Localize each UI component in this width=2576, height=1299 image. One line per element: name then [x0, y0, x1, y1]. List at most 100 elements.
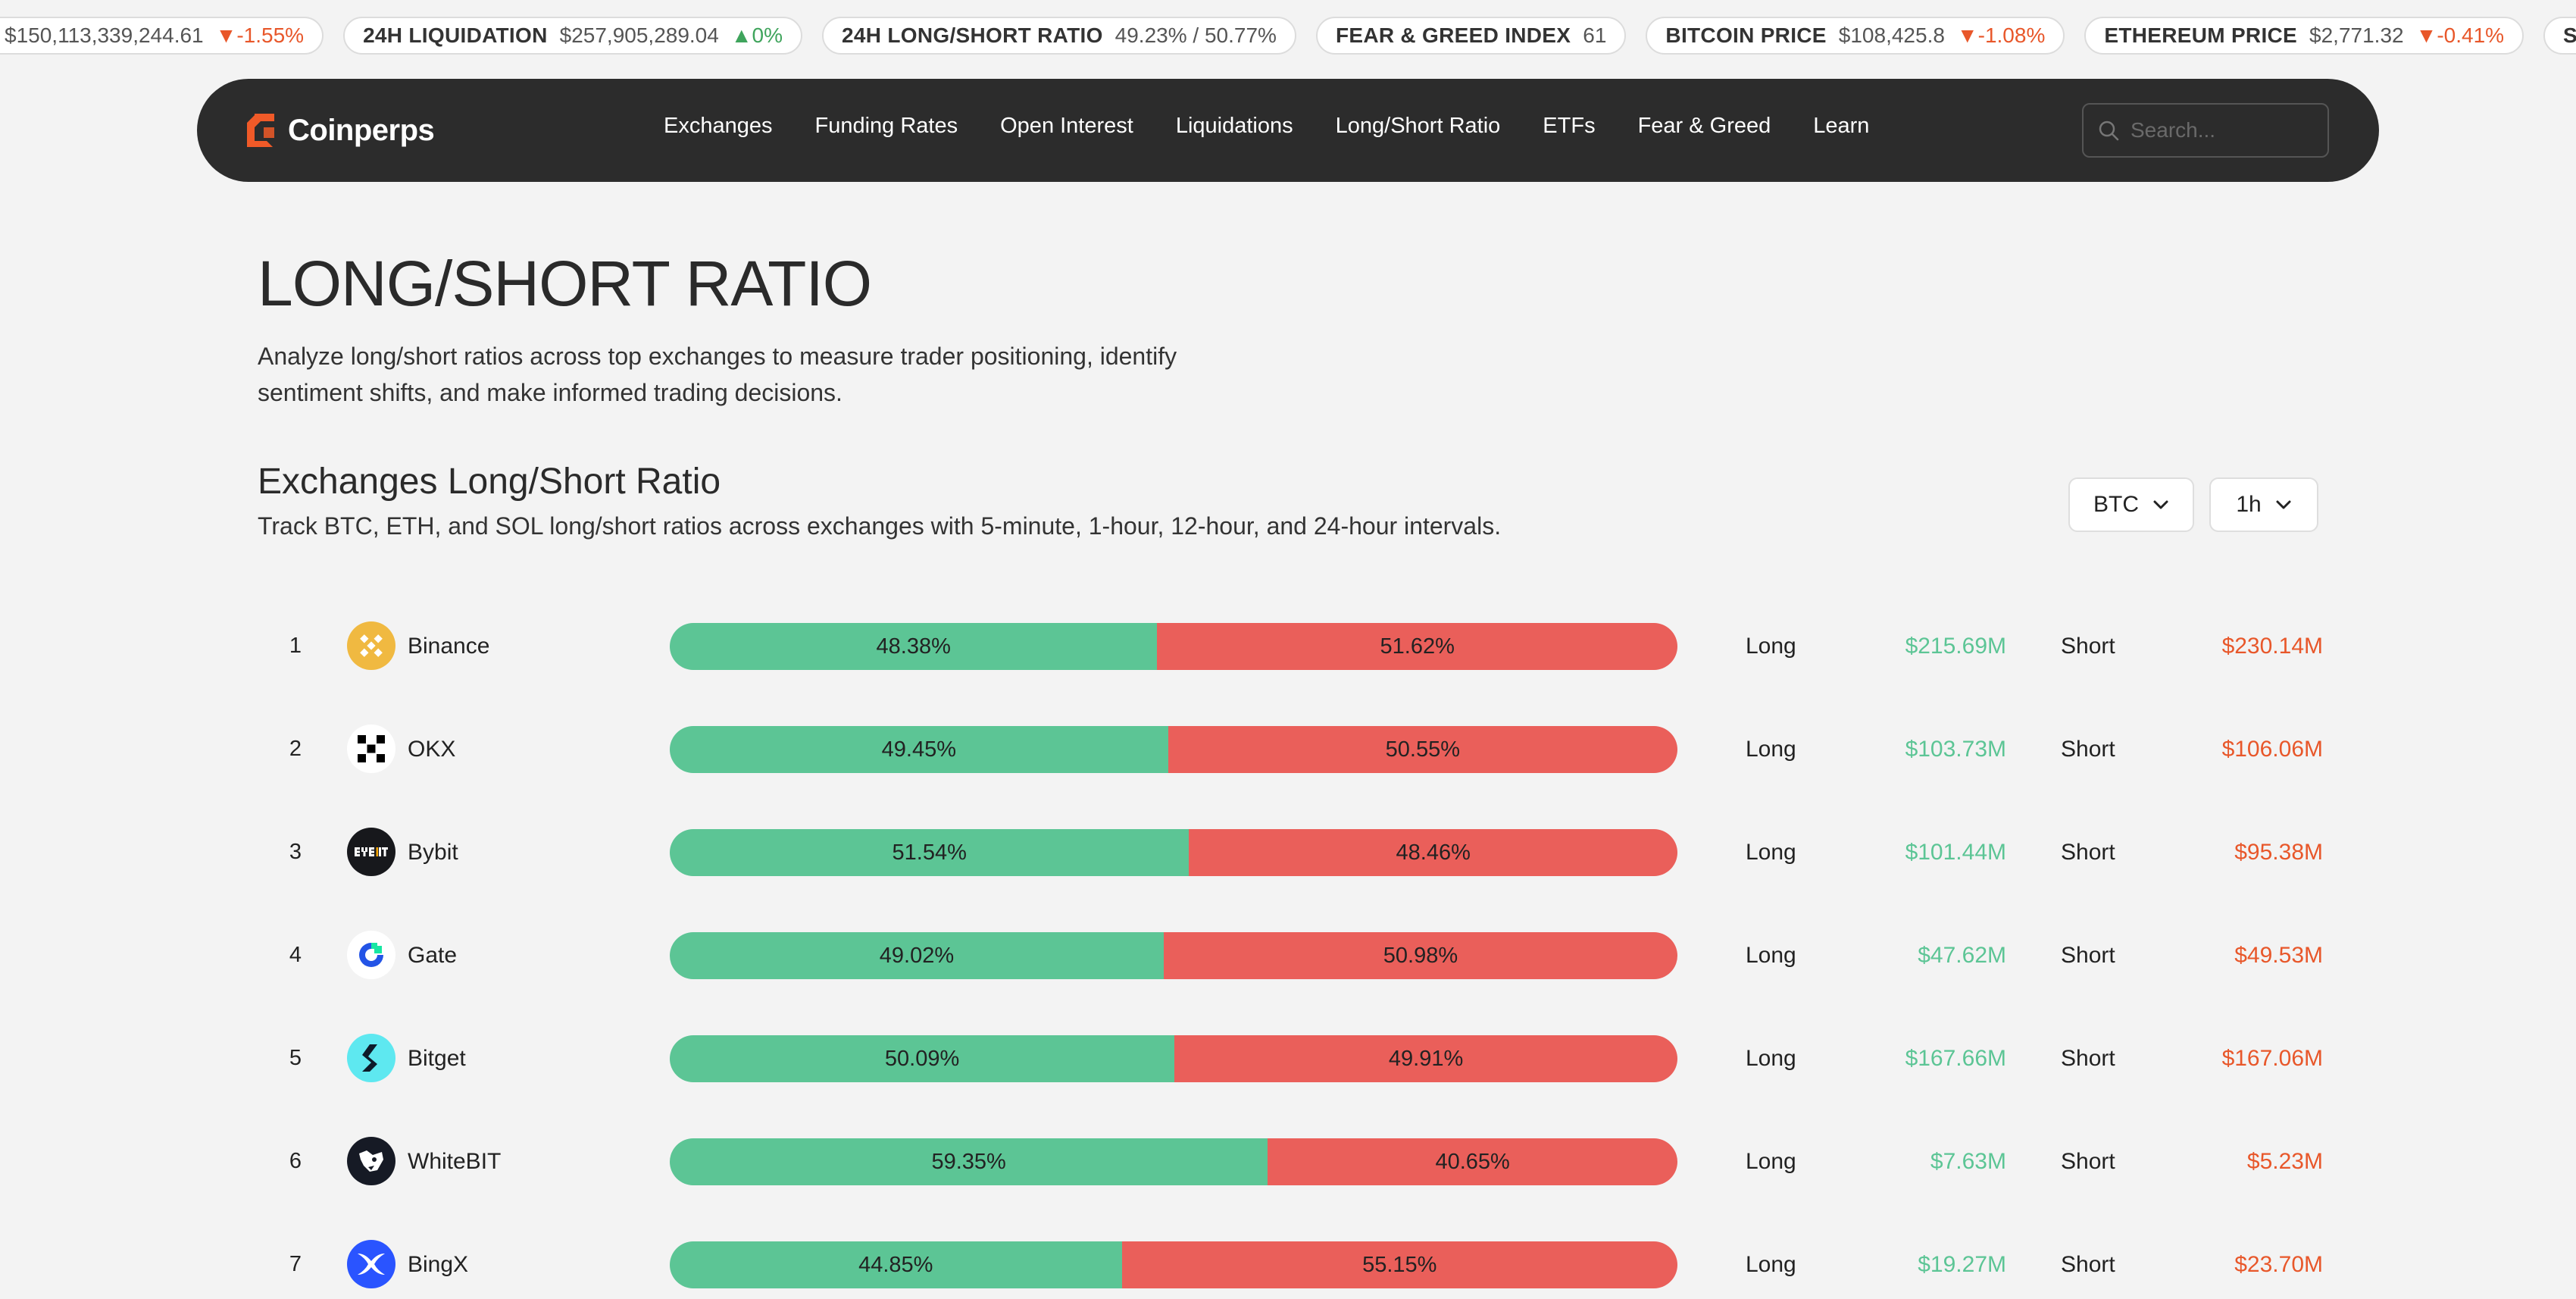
- short-value: $23.70M: [2234, 1252, 2323, 1277]
- short-value: $167.06M: [2221, 1046, 2323, 1071]
- exchange-name[interactable]: BingX: [408, 1252, 469, 1277]
- short-label: Short: [2061, 1252, 2115, 1277]
- long-segment: 51.54%: [670, 829, 1190, 876]
- ticker-change: ▲0%: [730, 23, 783, 47]
- ratio-bar: 59.35% 40.65%: [670, 1138, 1677, 1185]
- interval-select[interactable]: 1h: [2209, 477, 2318, 532]
- short-label: Short: [2061, 840, 2115, 865]
- section-title: Exchanges Long/Short Ratio: [258, 462, 721, 502]
- short-segment: 40.65%: [1268, 1138, 1677, 1185]
- short-value: $5.23M: [2246, 1149, 2323, 1174]
- ticker-value: $2,771.32: [2309, 23, 2404, 47]
- ticker-value: $108,425.8: [1838, 23, 1945, 47]
- ticker-label: ETHEREUM PRICE: [2104, 23, 2298, 47]
- table-row[interactable]: 3 Bybit 51.54% 48.46% Long $101.44M Shor…: [258, 817, 2323, 920]
- table-row[interactable]: 2 OKX 49.45% 50.55% Long $103.73M Short …: [258, 714, 2323, 817]
- rank: 5: [289, 1046, 302, 1070]
- short-label: Short: [2061, 737, 2115, 762]
- page-description: Analyze long/short ratios across top exc…: [258, 343, 1177, 406]
- ticker-value: $150,113,339,244.61: [5, 23, 204, 47]
- ticker-label: 24H LIQUIDATION: [363, 23, 548, 47]
- ticker-item-market-cap[interactable]: $150,113,339,244.61 ▼-1.55%: [0, 17, 324, 55]
- long-value: $215.69M: [1905, 634, 2006, 659]
- exchange-name[interactable]: Binance: [408, 634, 490, 659]
- table-row[interactable]: 6 WhiteBIT 59.35% 40.65% Long $7.63M Sho…: [258, 1126, 2323, 1229]
- long-value: $47.62M: [1918, 943, 2006, 968]
- short-label: Short: [2061, 634, 2115, 659]
- nav-link-fear-greed[interactable]: Fear & Greed: [1637, 114, 1771, 138]
- short-value: $95.38M: [2234, 840, 2323, 865]
- coin-select-value: BTC: [2093, 492, 2139, 517]
- short-segment: 51.62%: [1157, 623, 1677, 670]
- brand-logo[interactable]: Coinperps: [244, 111, 435, 150]
- exchange-name[interactable]: OKX: [408, 737, 456, 762]
- ticker-item-solana[interactable]: SOLANA PRI: [2543, 17, 2576, 55]
- page-title: LONG/SHORT RATIO: [258, 248, 872, 319]
- rank: 6: [289, 1149, 302, 1173]
- ticker-label: 24H LONG/SHORT RATIO: [842, 23, 1103, 47]
- nav-link-exchanges[interactable]: Exchanges: [664, 114, 773, 138]
- ticker-item-bitcoin[interactable]: BITCOIN PRICE $108,425.8 ▼-1.08%: [1646, 17, 2065, 55]
- table-row[interactable]: 1 Binance 48.38% 51.62% Long $215.69M Sh…: [258, 611, 2323, 714]
- short-segment: 49.91%: [1174, 1035, 1677, 1082]
- nav-link-long-short-ratio[interactable]: Long/Short Ratio: [1335, 114, 1501, 138]
- ratio-bar: 48.38% 51.62%: [670, 623, 1677, 670]
- interval-select-value: 1h: [2236, 492, 2262, 517]
- long-segment: 48.38%: [670, 623, 1158, 670]
- nav-link-open-interest[interactable]: Open Interest: [1000, 114, 1133, 138]
- nav-link-funding-rates[interactable]: Funding Rates: [814, 114, 958, 138]
- exchange-name[interactable]: Gate: [408, 943, 458, 968]
- exchange-name[interactable]: Bitget: [408, 1046, 466, 1071]
- search-input[interactable]: [2131, 118, 2312, 142]
- search-icon: [2099, 121, 2119, 141]
- ticker-item-long-short[interactable]: 24H LONG/SHORT RATIO 49.23% / 50.77%: [822, 17, 1296, 55]
- short-segment: 50.55%: [1168, 726, 1677, 773]
- ticker-label: SOLANA PRI: [2563, 23, 2576, 47]
- whitebit-icon: [347, 1137, 395, 1185]
- nav-menu: Exchanges Funding Rates Open Interest Li…: [664, 114, 1869, 139]
- short-label: Short: [2061, 1149, 2115, 1174]
- nav-link-learn[interactable]: Learn: [1813, 114, 1870, 138]
- ratio-bar: 44.85% 55.15%: [670, 1241, 1677, 1288]
- ticker-item-ethereum[interactable]: ETHEREUM PRICE $2,771.32 ▼-0.41%: [2084, 17, 2524, 55]
- exchange-name[interactable]: Bybit: [408, 840, 458, 865]
- ticker-value: $257,905,289.04: [559, 23, 719, 47]
- table-row[interactable]: 4 Gate 49.02% 50.98% Long $47.62M Short …: [258, 920, 2323, 1023]
- long-value: $103.73M: [1905, 737, 2006, 762]
- bybit-icon: [347, 828, 395, 876]
- chevron-down-icon: [2153, 500, 2168, 509]
- long-value: $19.27M: [1918, 1252, 2006, 1277]
- ratio-bar: 51.54% 48.46%: [670, 829, 1677, 876]
- long-label: Long: [1746, 1149, 1796, 1174]
- table-row[interactable]: 7 BingX 44.85% 55.15% Long $19.27M Short…: [258, 1229, 2323, 1299]
- ticker-item-fear-greed[interactable]: FEAR & GREED INDEX 61: [1315, 17, 1627, 55]
- ticker-change: ▼-1.55%: [215, 23, 305, 47]
- table-row[interactable]: 5 Bitget 50.09% 49.91% Long $167.66M Sho…: [258, 1023, 2323, 1126]
- long-label: Long: [1746, 943, 1796, 968]
- long-value: $7.63M: [1930, 1149, 2006, 1174]
- ticker-item-liquidation[interactable]: 24H LIQUIDATION $257,905,289.04 ▲0%: [343, 17, 803, 55]
- chevron-down-icon: [2276, 500, 2291, 509]
- search-box[interactable]: [2082, 103, 2329, 158]
- coin-select[interactable]: BTC: [2068, 477, 2194, 532]
- long-label: Long: [1746, 840, 1796, 865]
- exchange-name[interactable]: WhiteBIT: [408, 1149, 502, 1174]
- ratio-bar: 49.02% 50.98%: [670, 932, 1677, 979]
- short-segment: 48.46%: [1189, 829, 1677, 876]
- ticker-change: ▼-0.41%: [2415, 23, 2505, 47]
- short-value: $106.06M: [2221, 737, 2323, 762]
- long-label: Long: [1746, 737, 1796, 762]
- nav-link-liquidations[interactable]: Liquidations: [1175, 114, 1293, 138]
- rank: 1: [289, 634, 302, 658]
- long-segment: 49.45%: [670, 726, 1168, 773]
- okx-icon: [347, 725, 395, 773]
- rank: 4: [289, 943, 302, 967]
- long-value: $101.44M: [1905, 840, 2006, 865]
- main-navbar: Coinperps Exchanges Funding Rates Open I…: [197, 79, 2379, 182]
- long-label: Long: [1746, 1046, 1796, 1071]
- ratio-bar: 50.09% 49.91%: [670, 1035, 1677, 1082]
- short-value: $49.53M: [2234, 943, 2323, 968]
- short-label: Short: [2061, 1046, 2115, 1071]
- bingx-icon: [347, 1240, 395, 1288]
- nav-link-etfs[interactable]: ETFs: [1543, 114, 1596, 138]
